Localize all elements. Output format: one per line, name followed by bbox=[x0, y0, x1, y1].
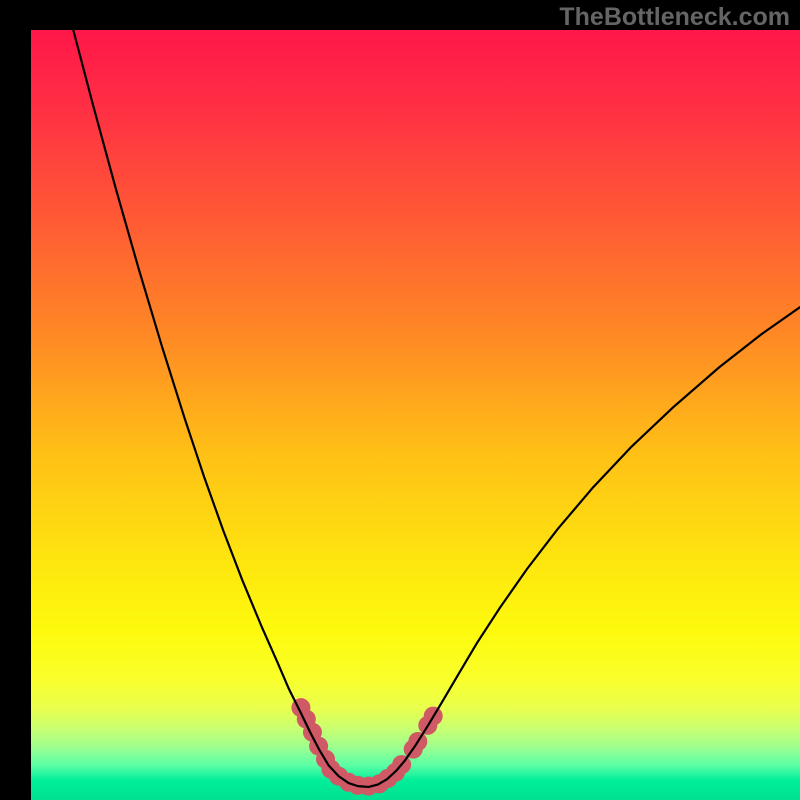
plot-area bbox=[31, 30, 800, 800]
chart-svg bbox=[31, 30, 800, 800]
stage: TheBottleneck.com bbox=[0, 0, 800, 800]
watermark-text: TheBottleneck.com bbox=[559, 3, 790, 32]
markers-group bbox=[291, 698, 442, 796]
bottleneck-curve bbox=[73, 30, 800, 787]
